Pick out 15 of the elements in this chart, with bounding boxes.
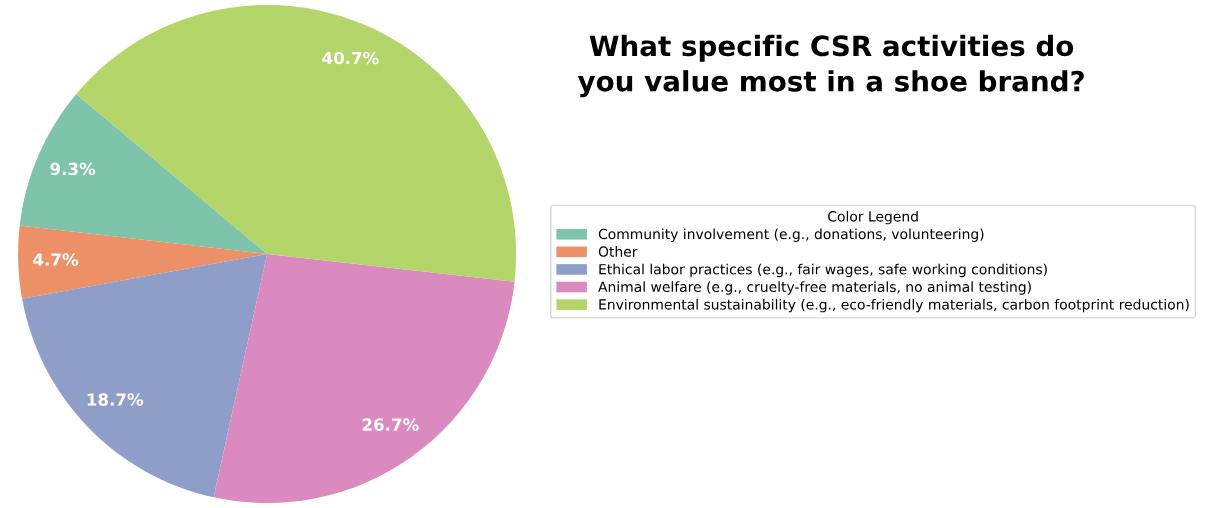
data-label: 4.7% bbox=[33, 253, 79, 266]
pie-slice bbox=[19, 93, 268, 254]
legend-label: Animal welfare (e.g., cruelty-free materials, no animal testing) bbox=[598, 281, 1031, 295]
legend-label: Community involvement (e.g., donations, volunteering) bbox=[598, 228, 984, 242]
legend-label: Other bbox=[598, 246, 638, 257]
legend-title: Color Legend bbox=[828, 210, 918, 225]
legend-label: Environmental sustainability (e.g., eco-friendly materials, carbon footprint reduction) bbox=[599, 298, 1189, 313]
data-label: 9.3% bbox=[50, 162, 96, 176]
data-label: 18.7% bbox=[87, 393, 144, 406]
data-label: 26.7% bbox=[362, 418, 419, 431]
legend-label: Ethical labor practices (e.g., fair wages, safe working conditions) bbox=[599, 263, 1047, 278]
data-label: 40.7% bbox=[322, 51, 379, 65]
pie-slice bbox=[213, 254, 515, 504]
text: What specific CSR activities do you value most in a shoe brand? bbox=[577, 34, 1084, 98]
pie-slice bbox=[22, 254, 268, 498]
